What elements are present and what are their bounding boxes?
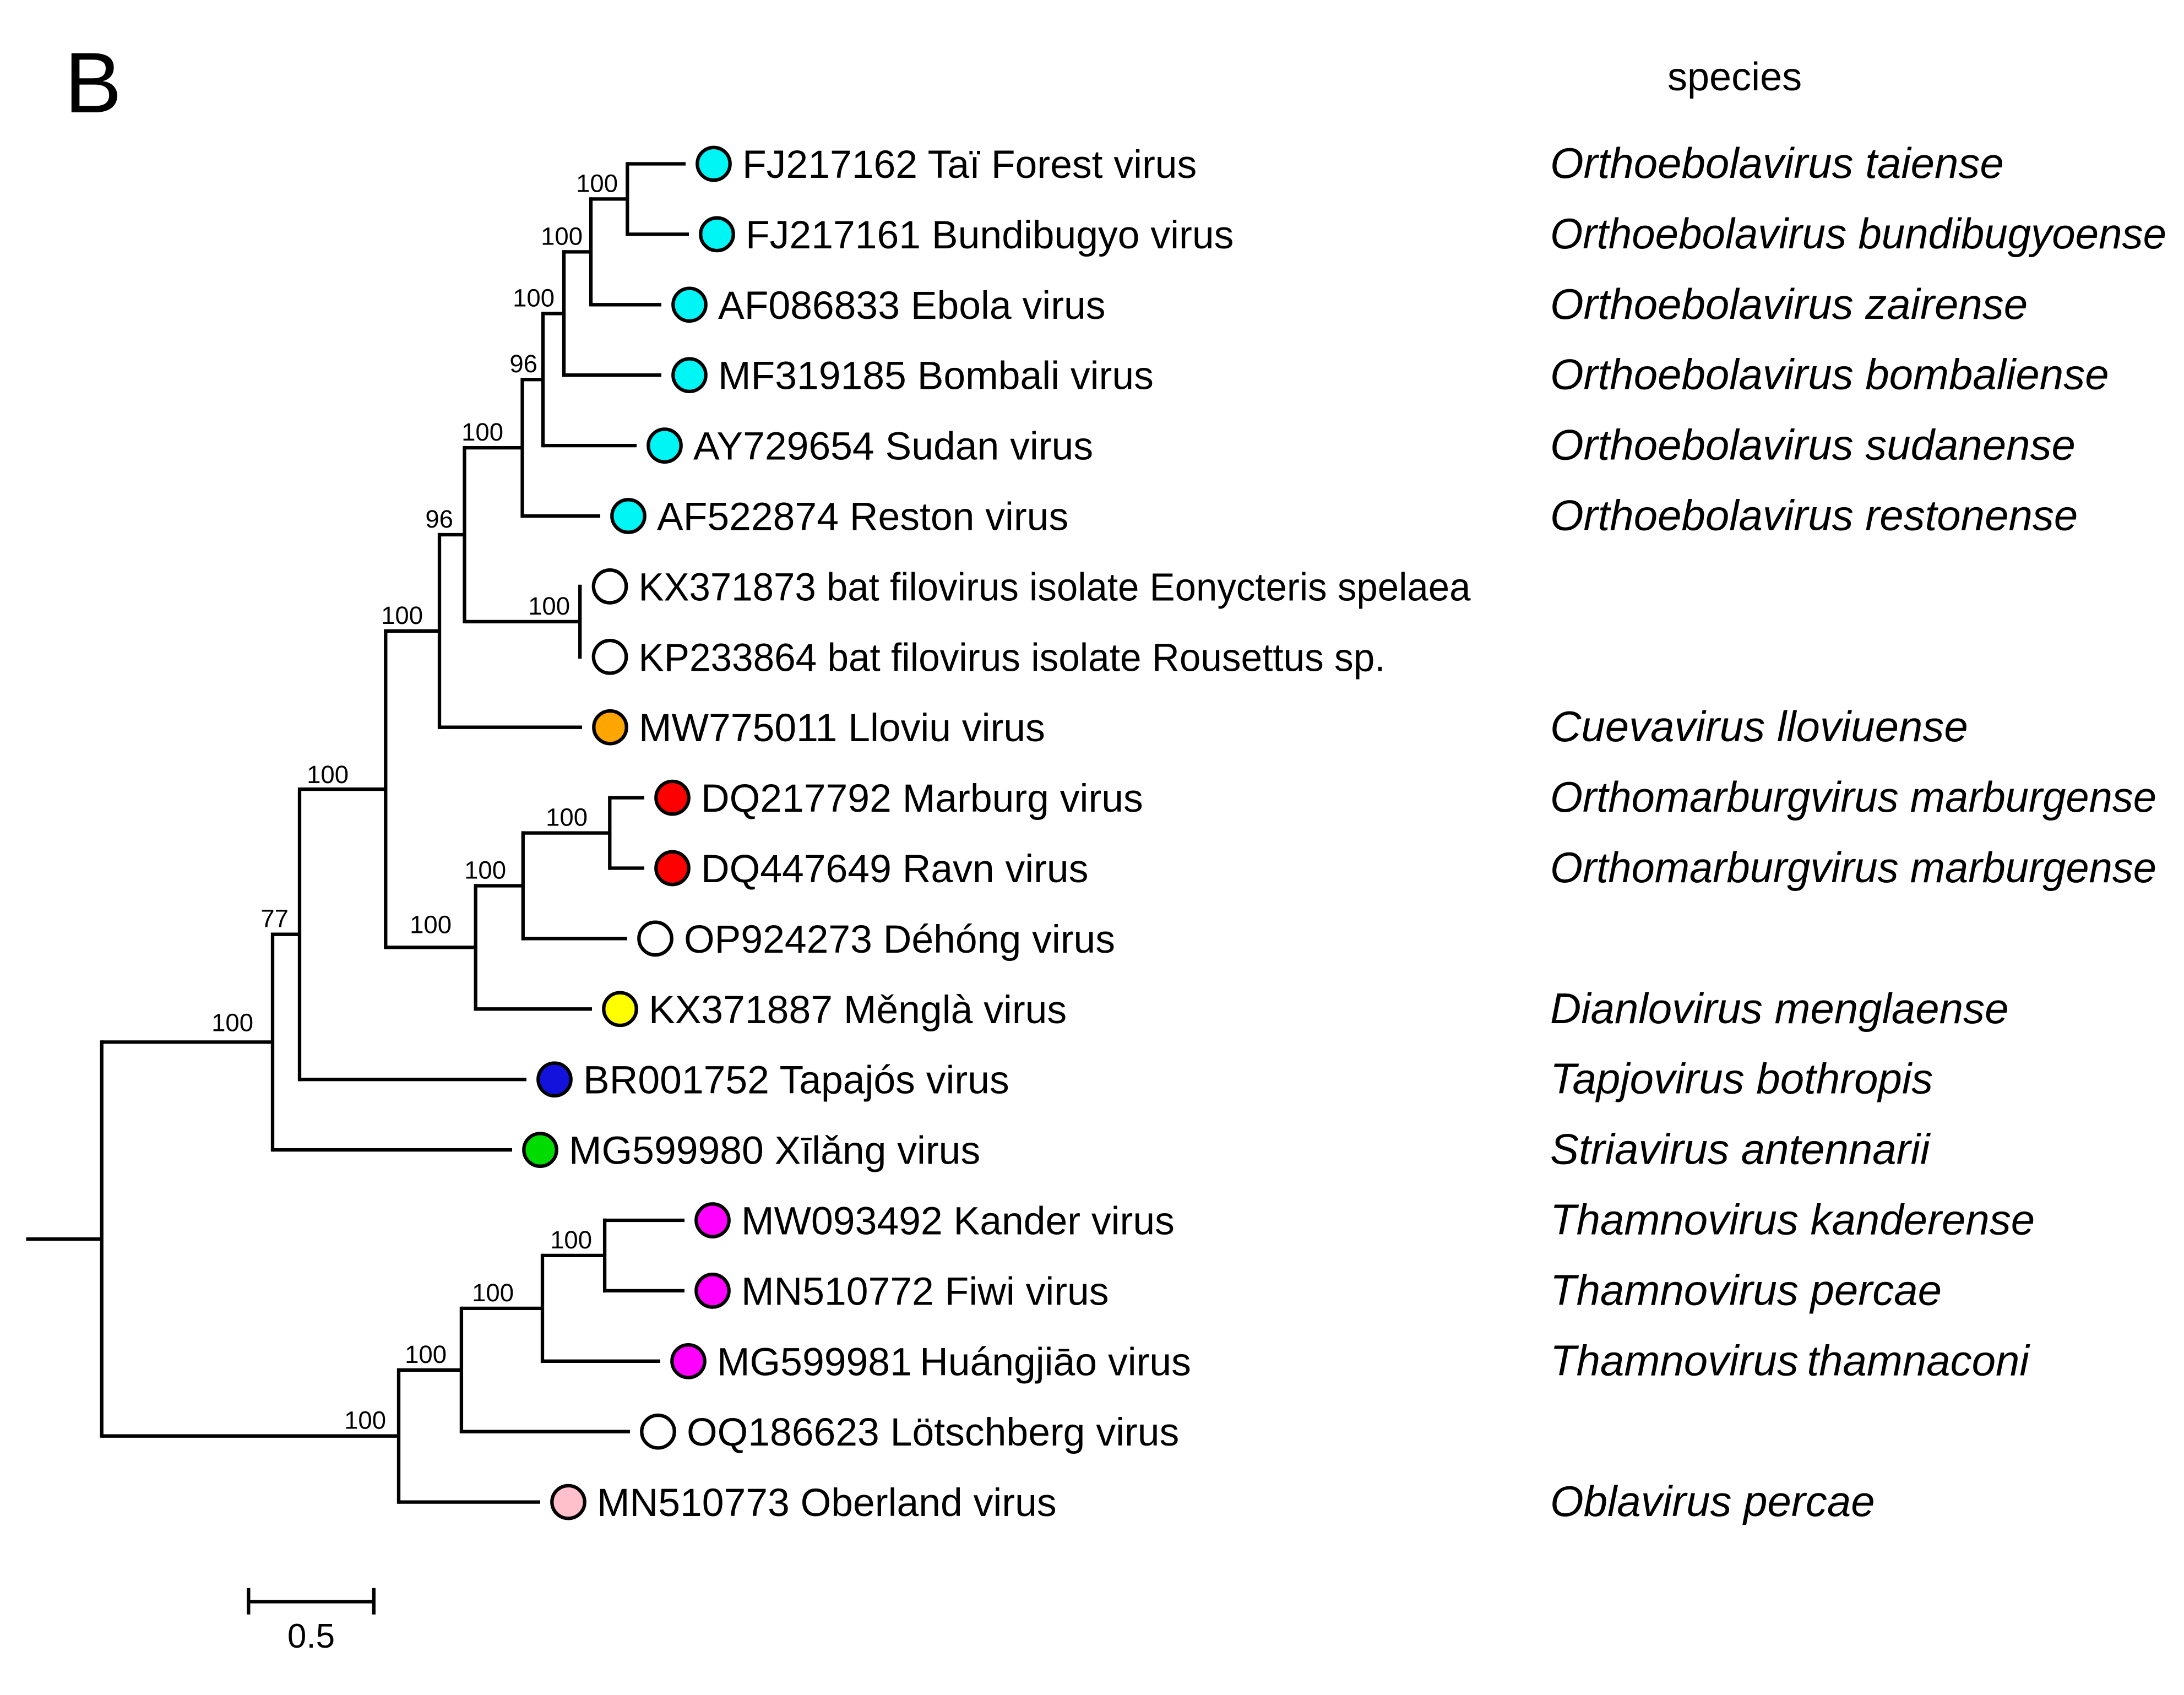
svg-text:AF086833 Ebola virus: AF086833 Ebola virus [718, 284, 1106, 328]
svg-text:Orthomarburgvirus marburgense: Orthomarburgvirus marburgense [1550, 773, 2156, 821]
svg-text:Orthoebolavirus sudanense: Orthoebolavirus sudanense [1550, 421, 2076, 469]
svg-text:100: 100 [461, 418, 503, 446]
svg-text:Cuevavirus lloviuense: Cuevavirus lloviuense [1550, 702, 1968, 751]
svg-text:AF522874 Reston virus: AF522874 Reston virus [657, 495, 1068, 539]
svg-text:100: 100 [307, 760, 349, 789]
svg-text:MG599981 Huángjiāo virus: MG599981 Huángjiāo virus [717, 1340, 1191, 1384]
svg-text:FJ217161 Bundibugyo virus: FJ217161 Bundibugyo virus [746, 213, 1234, 257]
svg-text:100: 100 [528, 592, 570, 620]
svg-text:Orthoebolavirus taiense: Orthoebolavirus taiense [1550, 139, 2004, 187]
svg-text:0.5: 0.5 [287, 1617, 335, 1655]
svg-text:Thamnovirus percae: Thamnovirus percae [1550, 1265, 1942, 1314]
svg-text:96: 96 [425, 505, 453, 533]
svg-text:Oblavirus percae: Oblavirus percae [1550, 1477, 1875, 1525]
svg-text:KX371873 bat filovirus isolate: KX371873 bat filovirus isolate Eonycteri… [639, 565, 1471, 609]
svg-text:100: 100 [410, 910, 452, 938]
svg-text:DQ447649 Ravn virus: DQ447649 Ravn virus [701, 847, 1088, 891]
svg-text:100: 100 [513, 284, 555, 312]
svg-text:100: 100 [546, 803, 588, 832]
svg-text:100: 100 [344, 1406, 386, 1435]
svg-text:100: 100 [381, 601, 423, 629]
svg-text:100: 100 [541, 222, 583, 250]
svg-text:100: 100 [464, 856, 506, 884]
svg-text:Orthoebolavirus bombaliense: Orthoebolavirus bombaliense [1550, 350, 2109, 399]
svg-text:100: 100 [550, 1226, 592, 1254]
svg-text:Striavirus antennarii: Striavirus antennarii [1550, 1125, 1931, 1174]
svg-text:OQ186623 Lötschberg virus: OQ186623 Lötschberg virus [687, 1410, 1179, 1454]
svg-text:KP233864 bat filovirus isolate: KP233864 bat filovirus isolate Rousettus… [639, 635, 1386, 680]
svg-text:Thamnovirus kanderense: Thamnovirus kanderense [1550, 1196, 2035, 1244]
svg-text:MF319185 Bombali virus: MF319185 Bombali virus [718, 354, 1154, 398]
svg-text:MW775011 Lloviu virus: MW775011 Lloviu virus [639, 706, 1045, 750]
svg-text:Thamnovirus thamnaconi: Thamnovirus thamnaconi [1550, 1336, 2030, 1384]
svg-text:B: B [64, 35, 122, 131]
svg-text:MN510772 Fiwi virus: MN510772 Fiwi virus [741, 1269, 1109, 1313]
svg-text:MW093492 Kander virus: MW093492 Kander virus [741, 1199, 1175, 1243]
svg-text:Orthoebolavirus bundibugyoense: Orthoebolavirus bundibugyoense [1550, 209, 2166, 258]
svg-text:100: 100 [576, 169, 618, 197]
svg-text:FJ217162 Taï Forest virus: FJ217162 Taï Forest virus [742, 143, 1197, 187]
svg-text:Tapjovirus bothropis: Tapjovirus bothropis [1550, 1055, 1933, 1103]
svg-text:species: species [1667, 55, 1802, 99]
svg-text:Orthomarburgvirus marburgense: Orthomarburgvirus marburgense [1550, 843, 2156, 892]
svg-text:96: 96 [509, 350, 537, 378]
svg-text:100: 100 [405, 1340, 447, 1368]
svg-text:AY729654 Sudan virus: AY729654 Sudan virus [693, 425, 1093, 469]
svg-text:Dianlovirus menglaense: Dianlovirus menglaense [1550, 984, 2008, 1033]
svg-text:OP924273 Déhóng virus: OP924273 Déhóng virus [684, 917, 1115, 961]
svg-text:MN510773 Oberland virus: MN510773 Oberland virus [597, 1481, 1057, 1525]
svg-text:100: 100 [211, 1008, 253, 1036]
svg-text:DQ217792 Marburg virus: DQ217792 Marburg virus [701, 776, 1143, 821]
svg-text:MG599980 Xīlǎng virus: MG599980 Xīlǎng virus [569, 1129, 980, 1173]
svg-text:Orthoebolavirus restonense: Orthoebolavirus restonense [1550, 491, 2078, 540]
svg-text:100: 100 [472, 1279, 514, 1307]
svg-text:BR001752 Tapajós virus: BR001752 Tapajós virus [583, 1058, 1009, 1102]
svg-text:Orthoebolavirus zairense: Orthoebolavirus zairense [1550, 280, 2028, 328]
svg-text:KX371887 Měnglà virus: KX371887 Měnglà virus [649, 988, 1067, 1032]
svg-text:77: 77 [260, 905, 289, 933]
